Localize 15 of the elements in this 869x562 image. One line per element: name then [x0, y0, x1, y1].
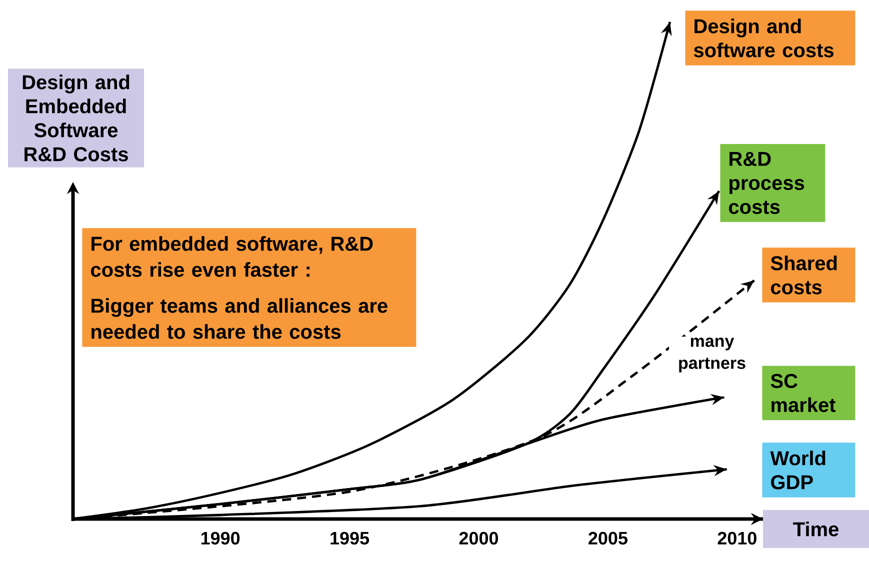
legend-label: Shared costs — [770, 256, 837, 294]
x-tick-label: 2005 — [588, 532, 628, 545]
text: SC market — [770, 374, 836, 412]
y-axis-title: Design and Embedded Software R&D Costs — [22, 74, 130, 162]
x-tick-label: 2000 — [459, 532, 498, 545]
series-label: R&D process costs — [728, 152, 804, 214]
annotation: Bigger teams and alliances are needed to share the costs — [92, 298, 388, 339]
x-axis-title: Time — [793, 522, 838, 536]
annotation: many partners — [679, 338, 746, 372]
x-tick-label: 2010 — [718, 532, 756, 545]
legend-label: Design and software costs — [694, 18, 834, 58]
x-tick-label: 1995 — [330, 532, 370, 545]
x-tick-label: 1990 — [201, 532, 240, 545]
annotation: For embedded software, R&D costs rise even faster : — [90, 236, 373, 277]
legend-label: World GDP — [770, 450, 826, 490]
